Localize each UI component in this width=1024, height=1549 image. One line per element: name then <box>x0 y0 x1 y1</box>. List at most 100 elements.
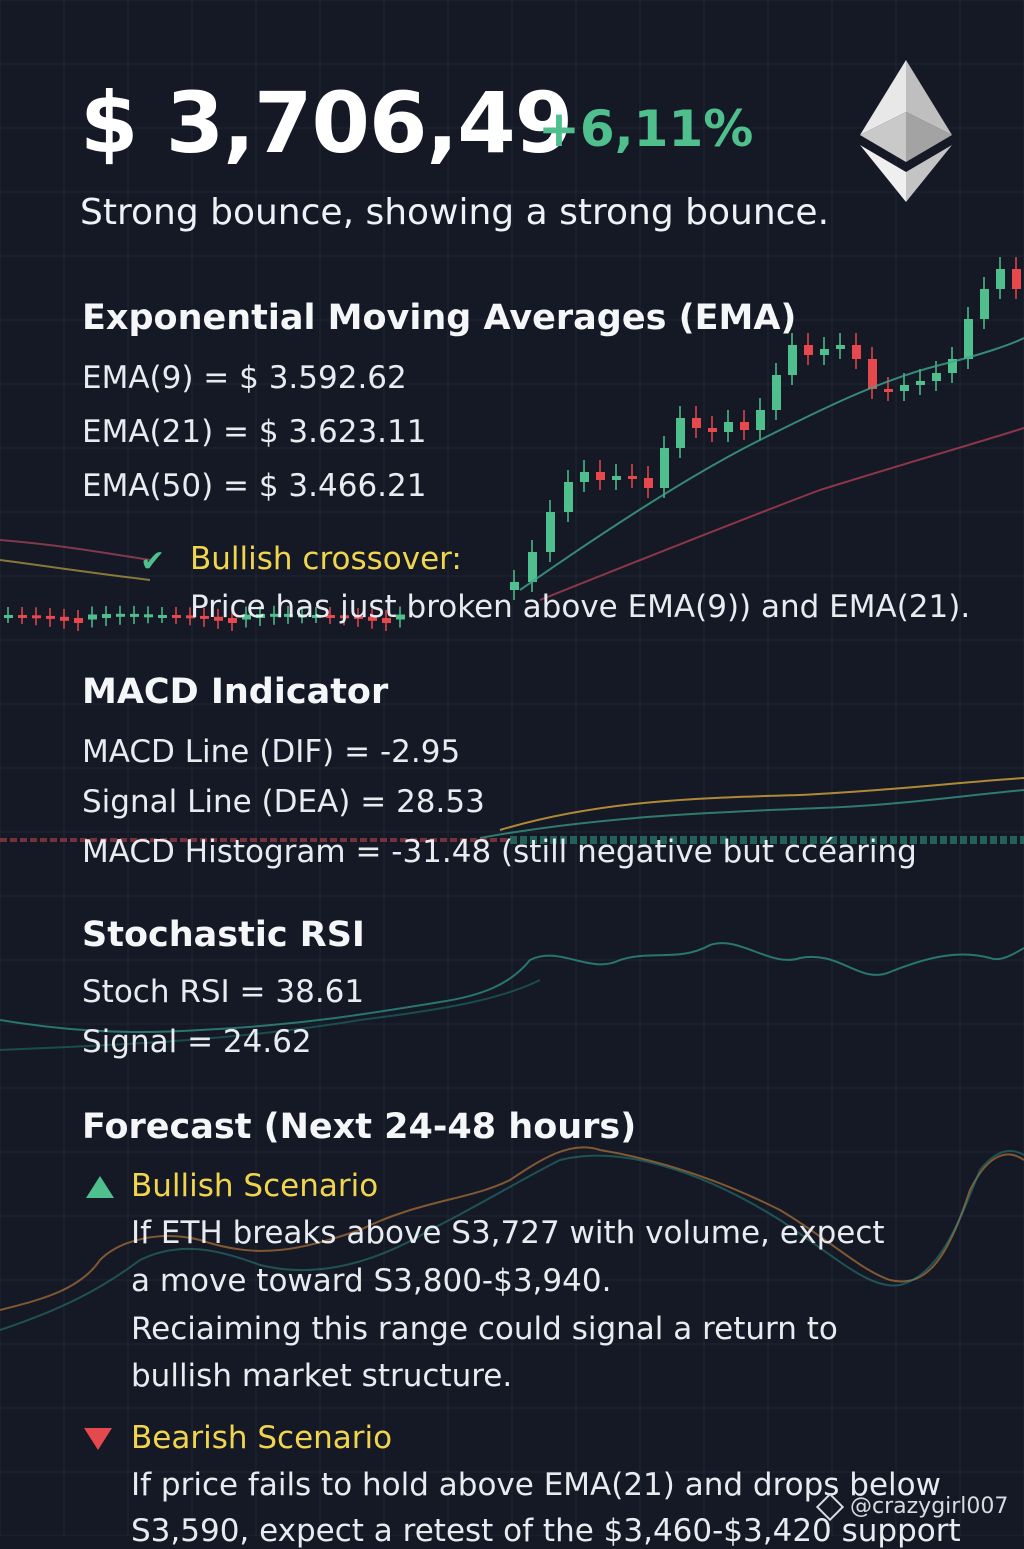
macd-histogram-bar <box>410 838 417 842</box>
macd-histogram-bar <box>790 836 797 844</box>
macd-histogram-bar <box>980 836 987 844</box>
candle <box>546 500 555 562</box>
bullish-title: Bullish Scenario <box>131 1168 379 1204</box>
candle <box>158 607 167 623</box>
candle <box>312 607 321 623</box>
bullish-line: If ETH breaks above S3,727 with volume, … <box>131 1215 885 1251</box>
macd-histogram-bar <box>1010 836 1017 844</box>
price-value: $ 3,706,49 <box>80 74 573 172</box>
macd-histogram-bar <box>950 836 957 844</box>
macd-histogram-bar <box>620 836 627 844</box>
candle <box>102 606 111 626</box>
macd-histogram-bar <box>120 838 127 842</box>
watermark: @crazygirl007 <box>815 1492 1009 1522</box>
stoch-signal-line <box>0 979 541 1051</box>
macd-histogram-bar <box>10 838 17 842</box>
macd-histogram-bar <box>380 838 387 842</box>
macd-histogram-bar <box>600 836 607 844</box>
macd-histogram-bar <box>590 836 597 844</box>
macd-histogram-bar <box>820 836 827 844</box>
macd-histogram-bar <box>910 836 917 844</box>
macd-histogram-bar <box>310 838 317 842</box>
macd-histogram-bar <box>80 838 87 842</box>
bullish-line: a move toward S3,800-$3,940. <box>131 1263 612 1299</box>
candle <box>326 607 335 624</box>
macd-line: MACD Line (DIF) = -2.95 <box>82 734 461 770</box>
macd-histogram-bar <box>730 836 737 844</box>
macd-signal-line <box>499 777 1024 831</box>
macd-dif-line <box>479 789 1024 839</box>
candle <box>772 363 781 420</box>
watermark-text: @crazygirl007 <box>850 1494 1009 1519</box>
macd-histogram-bar <box>890 836 897 844</box>
macd-histogram-bar <box>680 836 687 844</box>
macd-histogram-bar <box>180 838 187 842</box>
macd-histogram-bar <box>130 838 137 842</box>
candle <box>836 333 845 359</box>
subtitle: Strong bounce, showing a strong bounce. <box>80 192 830 233</box>
macd-histogram-bar <box>840 836 847 844</box>
macd-histogram-bar <box>710 836 717 844</box>
macd-histogram-bar <box>20 838 27 842</box>
check-icon: ✔ <box>140 544 166 579</box>
candle <box>996 257 1005 299</box>
ema-line: EMA(50) = $ 3.466.21 <box>82 468 427 504</box>
bearish-line: If price fails to hold above EMA(21) and… <box>131 1467 941 1503</box>
forecast-section-title: Forecast (Next 24-48 hours) <box>82 1107 637 1147</box>
candle <box>32 607 41 626</box>
macd-histogram-bar <box>430 838 437 842</box>
candle <box>964 307 973 369</box>
macd-histogram-bar <box>250 838 257 842</box>
macd-histogram-bar <box>850 836 857 844</box>
ema-left-lines <box>0 539 151 561</box>
macd-histogram-bar <box>440 838 447 842</box>
macd-histogram-bar <box>140 838 147 842</box>
macd-histogram-bar <box>340 838 347 842</box>
macd-histogram-bar <box>360 838 367 842</box>
stoch-line: Stoch RSI = 38.61 <box>82 974 365 1010</box>
macd-histogram-bar <box>450 838 457 842</box>
ema-line: EMA(9) = $ 3.592.62 <box>82 360 407 396</box>
candle <box>724 410 733 442</box>
macd-histogram-bar <box>350 838 357 842</box>
candle <box>708 416 717 442</box>
ethereum-logo-icon <box>860 60 952 202</box>
macd-histogram-bar <box>290 838 297 842</box>
macd-histogram-bar <box>260 838 267 842</box>
candle <box>612 464 621 490</box>
candle <box>900 373 909 401</box>
candle <box>368 608 377 629</box>
macd-histogram-bar <box>970 836 977 844</box>
macd-histogram-bar <box>370 838 377 842</box>
macd-histogram-bar <box>420 838 427 842</box>
macd-histogram-bar <box>110 838 117 842</box>
macd-histogram-bar <box>830 836 837 844</box>
candle <box>228 610 237 631</box>
macd-line: MACD Histogram = -31.48 (still negative … <box>82 834 917 870</box>
watermark-logo-icon <box>815 1492 845 1522</box>
candle <box>18 607 27 624</box>
stoch-rsi-line <box>0 942 1024 1033</box>
macd-histogram-bar <box>550 836 557 844</box>
candle <box>868 347 877 399</box>
macd-histogram-bar <box>270 838 277 842</box>
macd-histogram-bar <box>770 836 777 844</box>
candle <box>172 607 181 624</box>
macd-histogram-bar <box>1020 836 1024 844</box>
forecast-line-orange <box>0 1146 1024 1311</box>
candle <box>186 607 195 626</box>
candle <box>580 460 589 492</box>
candle <box>130 605 139 624</box>
candle <box>788 333 797 385</box>
candle <box>820 337 829 365</box>
candle <box>284 605 293 624</box>
candle <box>88 606 97 628</box>
triangle-up-icon <box>86 1176 114 1198</box>
macd-histogram-bar <box>520 836 527 844</box>
crossover-text: Price has just broken above EMA(9)) and … <box>190 589 971 625</box>
macd-histogram-bar <box>60 838 67 842</box>
macd-histogram-bar <box>900 836 907 844</box>
bullish-line: Reciaiming this range could signal a ret… <box>131 1311 838 1347</box>
